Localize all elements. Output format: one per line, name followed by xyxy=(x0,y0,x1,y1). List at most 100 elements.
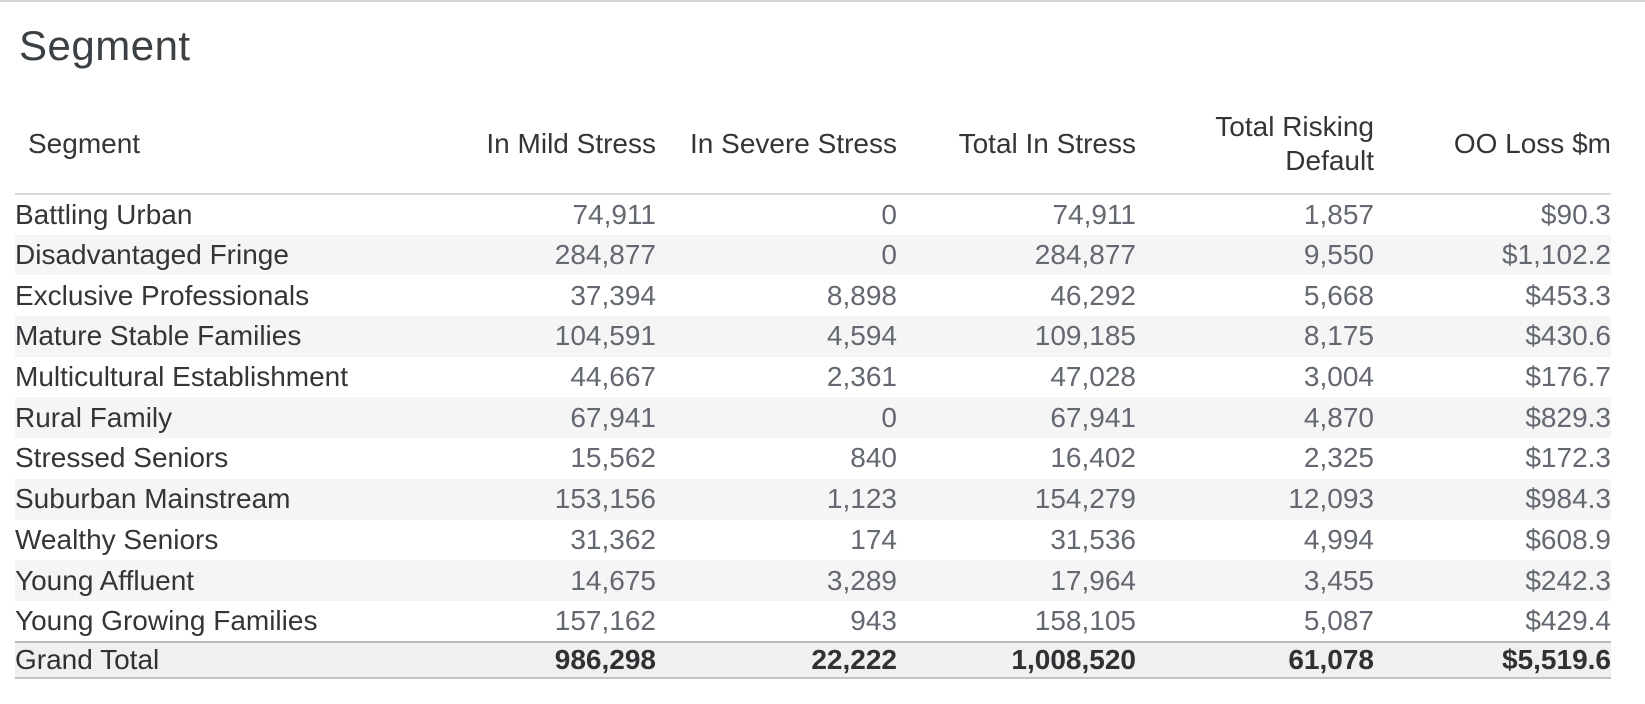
value-cell[interactable]: $829.3 xyxy=(1525,401,1611,433)
segment-name-cell[interactable]: Stressed Seniors xyxy=(15,442,229,474)
column-header-total-in-stress[interactable]: Total In Stress xyxy=(897,95,1136,195)
table-row: Mature Stable Families 104,591 4,594 109… xyxy=(15,316,1611,357)
header-row: Segment In Mild Stress In Severe Stress … xyxy=(15,95,1611,195)
grand-total-value-cell[interactable]: 22,222 xyxy=(656,640,897,679)
value-cell[interactable]: 157,162 xyxy=(554,604,656,636)
value-cell[interactable]: 47,028 xyxy=(1050,361,1136,393)
value-cell[interactable]: $608.9 xyxy=(1525,523,1611,555)
table-row: Wealthy Seniors 31,362 174 31,536 4,994 … xyxy=(15,520,1611,561)
value-cell[interactable]: 4,594 xyxy=(826,320,897,352)
value-cell[interactable]: 840 xyxy=(850,442,897,474)
value-cell[interactable]: $429.4 xyxy=(1525,604,1611,636)
table-footer: Grand Total 986,298 22,222 1,008,520 61,… xyxy=(15,640,1611,679)
value-cell[interactable]: 943 xyxy=(850,604,897,636)
table-row: Multicultural Establishment 44,667 2,361… xyxy=(15,357,1611,398)
table-row: Rural Family 67,941 0 67,941 4,870 $829.… xyxy=(15,397,1611,439)
segment-name-cell[interactable]: Young Growing Families xyxy=(15,604,318,636)
table-row: Young Growing Families 157,162 943 158,1… xyxy=(15,601,1611,642)
value-cell[interactable]: 14,675 xyxy=(570,564,656,596)
value-cell[interactable]: 67,941 xyxy=(1050,401,1136,433)
grand-total-value-cell[interactable]: 1,008,520 xyxy=(897,640,1136,679)
grand-total-label[interactable]: Grand Total xyxy=(15,640,465,679)
column-header-label: Segment xyxy=(28,127,141,159)
value-cell[interactable]: $172.3 xyxy=(1525,442,1611,474)
grand-total-row: Grand Total 986,298 22,222 1,008,520 61,… xyxy=(15,640,1611,679)
column-header-in-mild-stress[interactable]: In Mild Stress xyxy=(465,95,656,195)
column-header-in-severe-stress[interactable]: In Severe Stress xyxy=(656,95,897,195)
value-cell[interactable]: $430.6 xyxy=(1525,320,1611,352)
value-cell[interactable]: 104,591 xyxy=(554,320,656,352)
value-cell[interactable]: 3,289 xyxy=(826,564,897,596)
value-cell[interactable]: 174 xyxy=(850,523,897,555)
value-cell[interactable]: 5,668 xyxy=(1303,279,1374,311)
table-header: Segment In Mild Stress In Severe Stress … xyxy=(15,95,1611,195)
data-table: Segment In Mild Stress In Severe Stress … xyxy=(15,95,1611,679)
table-row: Suburban Mainstream 153,156 1,123 154,27… xyxy=(15,478,1611,520)
table-row: Exclusive Professionals 37,394 8,898 46,… xyxy=(15,275,1611,316)
value-cell[interactable]: 46,292 xyxy=(1050,279,1136,311)
value-cell[interactable]: 2,325 xyxy=(1303,442,1374,474)
value-cell[interactable]: 1,857 xyxy=(1303,198,1374,230)
table-row: Stressed Seniors 15,562 840 16,402 2,325… xyxy=(15,438,1611,479)
segment-name-cell[interactable]: Exclusive Professionals xyxy=(15,279,310,311)
segment-name-cell[interactable]: Battling Urban xyxy=(15,198,193,230)
value-cell[interactable]: $984.3 xyxy=(1525,483,1611,515)
segment-name-cell[interactable]: Disadvantaged Fringe xyxy=(15,239,289,271)
column-header-total-risking-default[interactable]: Total Risking Default xyxy=(1136,95,1374,195)
grand-total-value-cell[interactable]: 61,078 xyxy=(1136,640,1374,679)
value-cell[interactable]: 153,156 xyxy=(554,483,656,515)
value-cell[interactable]: 8,898 xyxy=(826,279,897,311)
value-cell[interactable]: 44,667 xyxy=(570,361,656,393)
value-cell[interactable]: 3,004 xyxy=(1303,361,1374,393)
value-cell[interactable]: 1,123 xyxy=(826,483,897,515)
value-cell[interactable]: 9,550 xyxy=(1303,239,1374,271)
value-cell[interactable]: $242.3 xyxy=(1525,564,1611,596)
value-cell[interactable]: 109,185 xyxy=(1034,320,1136,352)
value-cell[interactable]: 37,394 xyxy=(570,279,656,311)
value-cell[interactable]: 8,175 xyxy=(1303,320,1374,352)
column-header-segment[interactable]: Segment xyxy=(15,95,465,195)
table-row: Young Affluent 14,675 3,289 17,964 3,455… xyxy=(15,560,1611,601)
value-cell[interactable]: 15,562 xyxy=(570,442,656,474)
value-cell[interactable]: $453.3 xyxy=(1525,279,1611,311)
grand-total-value-cell[interactable]: $5,519.6 xyxy=(1374,640,1611,679)
value-cell[interactable]: 0 xyxy=(881,198,897,230)
value-cell[interactable]: $1,102.2 xyxy=(1502,239,1611,271)
value-cell[interactable]: 3,455 xyxy=(1303,564,1374,596)
value-cell[interactable]: 74,911 xyxy=(1052,198,1136,230)
value-cell[interactable]: 0 xyxy=(881,239,897,271)
worksheet-title: Segment xyxy=(19,22,191,69)
column-header-label: Total Risking Default xyxy=(1215,110,1374,176)
value-cell[interactable]: 0 xyxy=(881,401,897,433)
value-cell[interactable]: $176.7 xyxy=(1525,361,1611,393)
value-cell[interactable]: $90.3 xyxy=(1540,198,1611,230)
value-cell[interactable]: 74,911 xyxy=(572,198,656,230)
value-cell[interactable]: 154,279 xyxy=(1034,483,1136,515)
segment-name-cell[interactable]: Wealthy Seniors xyxy=(15,523,219,555)
segment-name-cell[interactable]: Mature Stable Families xyxy=(15,320,302,352)
table-row: Battling Urban 74,911 0 74,911 1,857 $90… xyxy=(15,194,1611,235)
table-row: Disadvantaged Fringe 284,877 0 284,877 9… xyxy=(15,234,1611,276)
segment-name-cell[interactable]: Young Affluent xyxy=(15,564,195,596)
top-divider xyxy=(0,0,1645,2)
segment-name-cell[interactable]: Rural Family xyxy=(15,401,173,433)
value-cell[interactable]: 31,536 xyxy=(1050,523,1136,555)
value-cell[interactable]: 284,877 xyxy=(554,239,656,271)
value-cell[interactable]: 4,870 xyxy=(1303,401,1374,433)
column-header-oo-loss[interactable]: OO Loss $m xyxy=(1374,95,1611,195)
value-cell[interactable]: 12,093 xyxy=(1288,483,1374,515)
table-body: Battling Urban 74,911 0 74,911 1,857 $90… xyxy=(15,194,1611,642)
value-cell[interactable]: 284,877 xyxy=(1034,239,1136,271)
value-cell[interactable]: 67,941 xyxy=(570,401,656,433)
value-cell[interactable]: 16,402 xyxy=(1050,442,1136,474)
value-cell[interactable]: 158,105 xyxy=(1034,604,1136,636)
value-cell[interactable]: 4,994 xyxy=(1303,523,1374,555)
value-cell[interactable]: 17,964 xyxy=(1050,564,1136,596)
value-cell[interactable]: 5,087 xyxy=(1303,604,1374,636)
segment-name-cell[interactable]: Multicultural Establishment xyxy=(15,361,349,393)
grand-total-value-cell[interactable]: 986,298 xyxy=(465,640,656,679)
value-cell[interactable]: 31,362 xyxy=(570,523,656,555)
segment-name-cell[interactable]: Suburban Mainstream xyxy=(15,483,291,515)
value-cell[interactable]: 2,361 xyxy=(826,361,897,393)
column-header-label: In Severe Stress xyxy=(690,127,897,159)
